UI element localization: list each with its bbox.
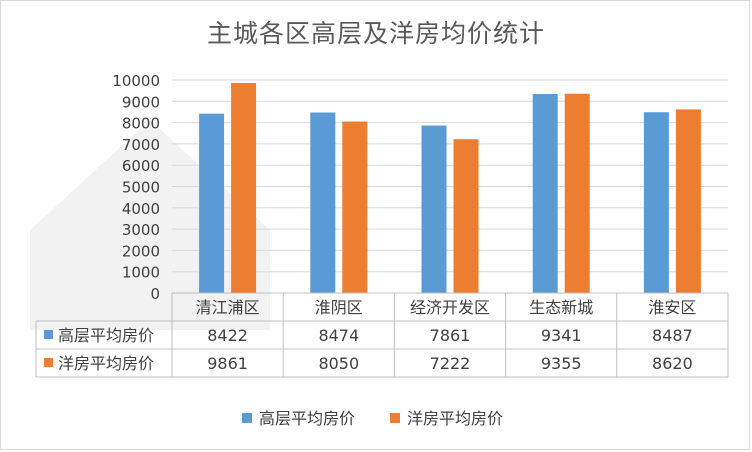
bar-highrise-3 xyxy=(532,94,558,293)
bar-villa-3 xyxy=(564,93,590,294)
y-tick-label: 2000 xyxy=(122,242,160,260)
data-label: 9341 xyxy=(541,326,582,345)
y-tick-label: 5000 xyxy=(122,179,160,197)
y-tick-label: 6000 xyxy=(122,157,160,175)
table-series-label: 高层平均房价 xyxy=(58,326,154,345)
bar-highrise-0 xyxy=(199,113,225,294)
y-tick-label: 0 xyxy=(150,285,160,303)
data-label: 8422 xyxy=(207,326,248,345)
y-tick-label: 7000 xyxy=(122,136,160,154)
data-label: 8487 xyxy=(652,326,693,345)
bar-highrise-2 xyxy=(421,125,447,293)
chart-title: 主城各区高层及洋房均价统计 xyxy=(206,19,545,48)
x-category-label: 淮安区 xyxy=(648,298,696,317)
x-category-label: 淮阴区 xyxy=(315,298,363,317)
data-label: 8050 xyxy=(318,354,359,373)
data-label: 8620 xyxy=(652,354,693,373)
x-category-label: 经济开发区 xyxy=(410,298,490,317)
table-series-label: 洋房平均房价 xyxy=(58,354,154,373)
legend-key xyxy=(390,413,400,423)
bar-villa-0 xyxy=(231,82,257,294)
x-category-label: 清江浦区 xyxy=(196,298,260,317)
y-tick-label: 4000 xyxy=(122,200,160,218)
data-label: 7222 xyxy=(430,354,471,373)
data-label: 8474 xyxy=(318,326,359,345)
table-legend-key xyxy=(44,330,53,339)
data-label: 7861 xyxy=(430,326,471,345)
y-tick-label: 9000 xyxy=(122,93,160,111)
data-label: 9355 xyxy=(541,354,582,373)
y-tick-label: 3000 xyxy=(122,221,160,239)
bar-highrise-1 xyxy=(310,112,336,293)
data-label: 9861 xyxy=(207,354,248,373)
y-tick-label: 1000 xyxy=(122,264,160,282)
legend-label: 洋房平均房价 xyxy=(407,409,503,428)
y-tick-label: 8000 xyxy=(122,115,160,133)
bar-highrise-4 xyxy=(643,112,669,293)
bar-villa-4 xyxy=(675,109,701,293)
legend-label: 高层平均房价 xyxy=(259,409,355,428)
table-legend-key xyxy=(44,358,53,367)
x-category-label: 生态新城 xyxy=(529,298,593,317)
y-tick-label: 10000 xyxy=(112,72,160,90)
legend-key xyxy=(242,413,252,423)
bar-villa-2 xyxy=(453,139,479,293)
bar-villa-1 xyxy=(342,121,368,293)
